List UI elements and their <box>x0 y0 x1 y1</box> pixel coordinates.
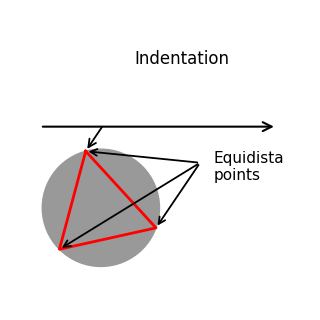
Text: Equidista
points: Equidista points <box>214 151 284 183</box>
Text: Indentation: Indentation <box>134 50 229 68</box>
Circle shape <box>42 149 159 267</box>
